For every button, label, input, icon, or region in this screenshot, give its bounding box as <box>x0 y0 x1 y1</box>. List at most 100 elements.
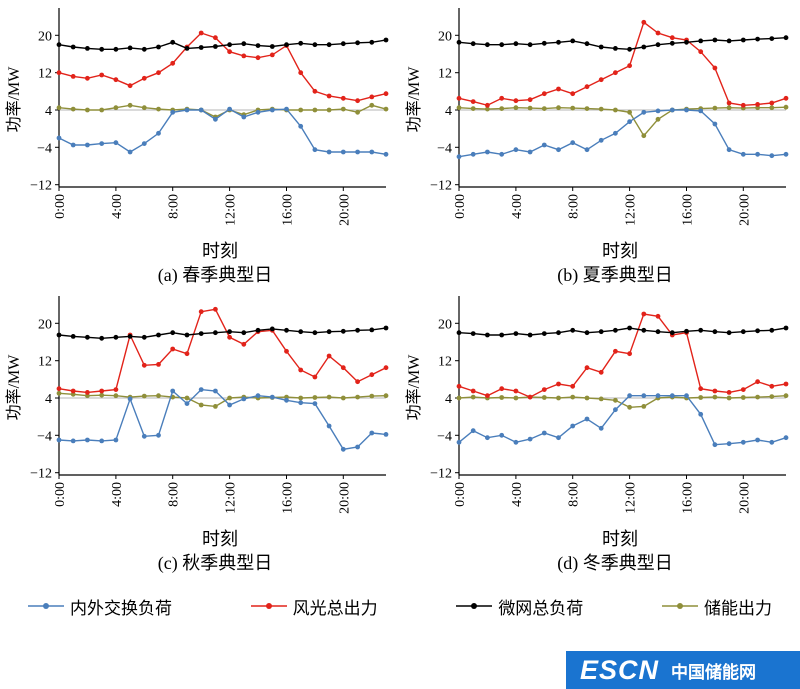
series-renewable-marker <box>769 383 775 389</box>
series-storage-marker <box>698 395 704 400</box>
series-storage-marker <box>369 393 375 399</box>
series-exchange-marker <box>456 439 462 445</box>
series-renewable-marker <box>641 311 647 317</box>
series-exchange-marker <box>627 393 632 399</box>
y-tick-label: 12 <box>438 355 452 370</box>
series-storage-marker <box>627 404 632 410</box>
series-storage-marker <box>355 394 360 400</box>
series-storage-marker <box>340 395 346 401</box>
series-exchange-line <box>458 109 787 158</box>
series-renewable-marker <box>740 387 746 392</box>
series-total_load-marker <box>355 327 360 333</box>
series-total_load-marker <box>456 330 462 336</box>
series-renewable-marker <box>355 98 360 104</box>
series-exchange-marker <box>255 393 261 399</box>
series-total_load-marker <box>541 331 547 336</box>
series-storage-marker <box>584 395 590 401</box>
series-renewable-marker <box>513 98 519 104</box>
series-exchange-marker <box>255 109 261 115</box>
series-storage-marker <box>769 105 775 111</box>
series-storage-marker <box>56 390 62 396</box>
series-total_load-marker <box>755 36 760 42</box>
series-total_load-marker <box>326 329 332 335</box>
series-exchange-marker <box>527 436 533 442</box>
legend-label-total-load: 微网总负荷 <box>498 598 584 618</box>
chart-a-plot: −12 −4 4 12 20 0:00 4:00 8:00 12:00 16:00 20:00 功率/… <box>4 4 396 240</box>
series-storage-marker <box>726 395 732 401</box>
legend-label-renewable: 风光总出力 <box>292 598 378 618</box>
chart-d-plot: −12 −4 4 12 20 0:00 4:00 8:00 12:00 16:00 20:00 功率/… <box>404 292 796 528</box>
series-renewable-marker <box>284 348 289 354</box>
series-exchange-marker <box>783 151 789 157</box>
series-exchange-marker <box>170 388 176 394</box>
y-tick-label: 4 <box>45 104 52 119</box>
series-exchange-marker <box>641 393 647 399</box>
series-storage-marker <box>99 392 105 398</box>
series-renewable-marker <box>113 387 119 392</box>
y-tick-label: 4 <box>445 104 452 119</box>
watermark-site-name: 中国储能网 <box>671 662 757 682</box>
series-exchange-marker <box>527 149 533 155</box>
series-exchange-marker <box>383 151 389 157</box>
series-renewable-marker <box>513 388 519 394</box>
legend-item-total-load: 微网总负荷 <box>456 594 583 619</box>
series-exchange-marker <box>99 438 105 444</box>
series-renewable-marker <box>570 91 576 97</box>
y-tick-label: 12 <box>438 67 452 82</box>
series-exchange-marker <box>284 106 289 112</box>
series-storage-marker <box>113 393 119 399</box>
series-exchange-marker <box>284 397 289 403</box>
chart-svg: −12 −4 4 12 20 0:00 4:00 8:00 12:00 16:00 20:00 功率/… <box>405 296 789 514</box>
series-exchange-marker <box>570 140 576 146</box>
series-exchange-marker <box>513 439 519 445</box>
series-storage-marker <box>340 106 346 112</box>
y-tick-label: −12 <box>30 467 52 482</box>
series-storage-marker <box>355 109 360 115</box>
series-renewable-marker <box>56 386 62 392</box>
series-exchange-marker <box>726 147 732 153</box>
series-exchange-marker <box>556 435 561 441</box>
series-total_load-marker <box>726 330 732 336</box>
series-total_load-marker <box>513 331 519 336</box>
y-tick-label: 12 <box>38 355 52 370</box>
series-renewable-marker <box>170 60 176 66</box>
x-tick-label: 0:00 <box>53 194 68 219</box>
series-total_load-marker <box>255 43 261 48</box>
chart-d-caption: (d) 冬季典型日 <box>557 553 673 573</box>
series-renewable-marker <box>541 387 547 392</box>
series-total_load-marker <box>769 36 775 41</box>
x-tick-label: 20:00 <box>337 482 352 514</box>
series-total_load-marker <box>227 329 233 335</box>
chart-d-xlabel: 时刻 <box>602 529 638 549</box>
x-tick-label: 16:00 <box>681 194 696 226</box>
series-exchange-marker <box>598 137 604 143</box>
series-renewable-marker <box>56 70 62 76</box>
series-exchange-marker <box>227 106 233 112</box>
series-total_load-marker <box>527 42 533 48</box>
series-total_load-marker <box>698 327 704 333</box>
x-tick-label: 4:00 <box>110 482 125 507</box>
series-exchange-marker <box>85 437 90 443</box>
series-total_load-marker <box>213 330 218 336</box>
series-storage-marker <box>184 395 190 401</box>
series-renewable-marker <box>556 86 561 92</box>
y-tick-label: −4 <box>437 429 452 444</box>
series-renewable-marker <box>556 381 561 387</box>
series-storage-marker <box>556 395 561 401</box>
series-exchange-marker <box>326 423 332 429</box>
x-tick-label: 4:00 <box>510 194 525 219</box>
series-storage-marker <box>513 395 519 401</box>
series-exchange-marker <box>127 396 133 402</box>
series-exchange-marker <box>99 141 105 147</box>
series-exchange-marker <box>556 147 561 153</box>
series-total_load-marker <box>499 42 505 48</box>
series-exchange-marker <box>655 108 661 114</box>
series-total_load-marker <box>613 327 618 333</box>
x-tick-label: 12:00 <box>224 194 239 226</box>
series-total_load-marker <box>85 334 90 340</box>
series-total_load-marker <box>213 44 218 49</box>
series-total_load-marker <box>556 330 561 336</box>
series-storage-marker <box>598 396 604 402</box>
series-renewable-marker <box>541 91 547 97</box>
